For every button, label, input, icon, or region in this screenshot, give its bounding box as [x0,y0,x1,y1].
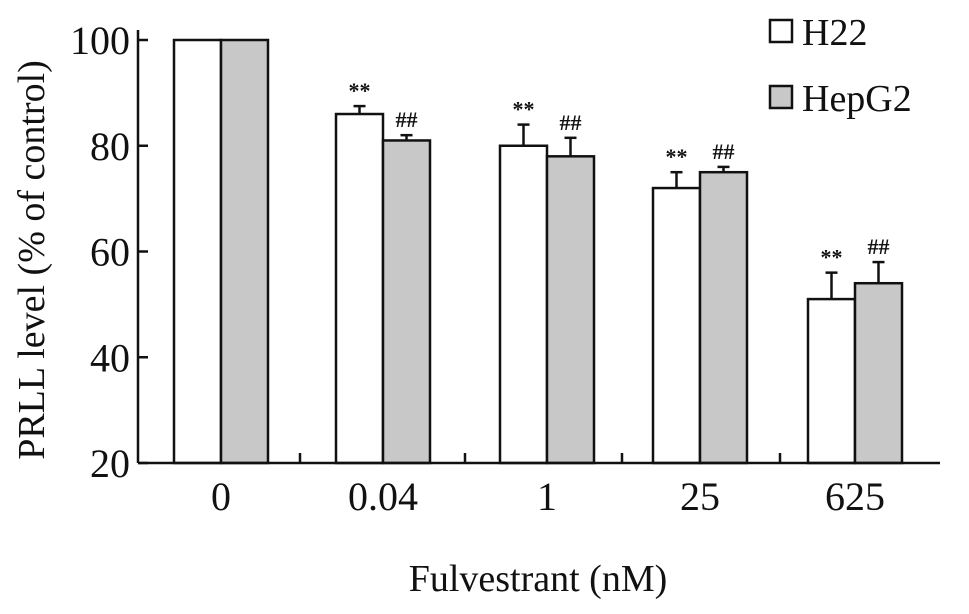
y-tick-label: 20 [90,441,130,486]
y-tick-label: 100 [70,18,130,63]
y-tick-label: 40 [90,335,130,380]
bar-hepg2-0 [219,38,270,465]
error-bar-h22-1 [517,123,530,146]
bar-h22-0 [172,38,223,465]
error-bar-hepg2-25 [717,165,730,173]
legend-label: HepG2 [802,78,912,120]
significance-label: ** [821,245,843,270]
x-tick-label: 625 [825,474,885,519]
y-tick-label: 80 [90,124,130,169]
legend-label: H22 [802,12,867,54]
significance-label: ## [713,139,735,164]
significance-label: ** [349,78,371,103]
error-bar-hepg2-0.04 [400,133,413,141]
bar-hepg2-625 [853,281,904,465]
y-axis-title: PRLL level (% of control) [11,60,53,460]
legend-swatch [768,18,794,44]
significance-label: ** [513,97,535,122]
y-tick-label: 60 [90,230,130,275]
x-tick-label: 25 [680,474,720,519]
x-axis-title: Fulvestrant (nM) [409,558,668,600]
legend-item-h22: H22 [768,12,867,54]
error-bar-h22-25 [670,170,683,189]
legend: H22 HepG2 [768,12,912,120]
bar-hepg2-25 [698,170,749,465]
error-bar-h22-0.04 [353,104,366,115]
x-tick-label: 0.04 [348,474,418,519]
error-bar-h22-625 [825,271,838,300]
error-bar-hepg2-1 [564,136,577,157]
significance-label: ** [666,144,688,169]
significance-label: ## [560,110,582,135]
bar-hepg2-1 [545,155,596,465]
bar-h22-25 [651,186,702,465]
error-bar-hepg2-625 [872,260,885,284]
legend-swatch [768,84,794,110]
error-bars-layer [353,104,885,300]
significance-label: ## [396,107,418,132]
bar-h22-625 [806,297,857,465]
legend-item-hepg2: HepG2 [768,78,912,120]
bar-h22-0.04 [334,112,385,465]
x-tick-label: 1 [537,474,557,519]
axes-layer: 20 40 60 80 100 0 0.04 1 25 625 [70,18,940,519]
bar-hepg2-0.04 [381,139,432,465]
bar-h22-1 [498,144,549,465]
significance-label: ## [868,234,890,259]
x-tick-label: 0 [211,474,231,519]
significance-labels-layer: ** ** ** ** ## ## ## ## [349,78,890,270]
